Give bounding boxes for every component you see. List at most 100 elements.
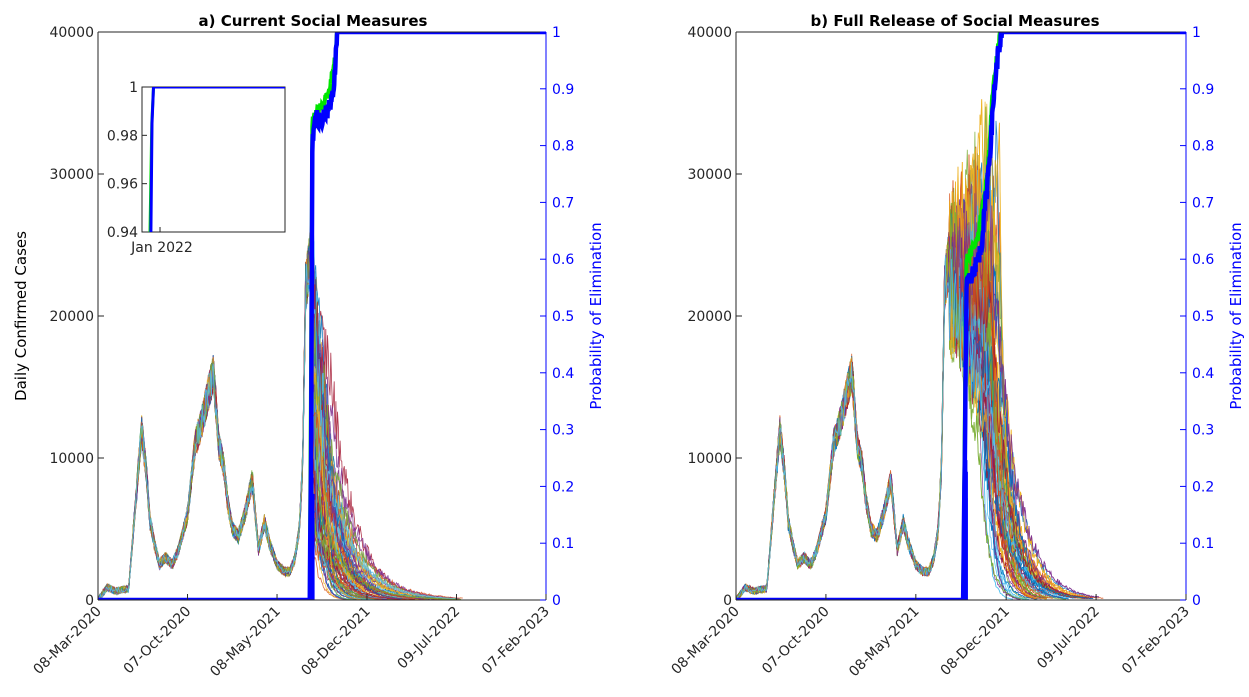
simulated-trajectory (98, 266, 457, 600)
y2-tick-label: 0.6 (552, 252, 574, 268)
y2-tick-label: 0.2 (552, 479, 574, 495)
plot-area (98, 32, 546, 600)
simulated-trajectory (98, 249, 459, 600)
simulated-trajectory (98, 243, 430, 600)
simulated-trajectory (98, 241, 426, 600)
inset-y-tick-label: 0.96 (107, 177, 138, 193)
simulated-trajectory (98, 232, 458, 600)
elimination-probability-line (98, 32, 546, 600)
inset-frame (141, 86, 286, 233)
y-tick-label: 10000 (49, 451, 94, 467)
simulated-trajectory (736, 169, 1058, 600)
simulated-trajectory (98, 230, 460, 600)
y2-tick-label: 0 (552, 593, 561, 609)
simulated-trajectory (98, 242, 457, 600)
y2-tick-label: 0.4 (552, 366, 574, 382)
simulated-trajectory (98, 255, 450, 600)
panel-a-title: a) Current Social Measures (199, 12, 428, 30)
y-tick-label: 30000 (687, 167, 732, 183)
simulated-trajectory (736, 237, 1104, 600)
x-tick-label: 08-Dec-2021 (298, 604, 373, 679)
inset-plot (148, 87, 285, 232)
simulated-trajectory (98, 273, 460, 600)
y2-tick-label: 0.9 (552, 82, 574, 98)
x-tick-label: 07-Oct-2020 (121, 604, 195, 678)
simulated-trajectory (98, 241, 458, 600)
simulated-trajectory (98, 215, 415, 600)
x-tick-label: 09-Jul-2022 (395, 604, 464, 673)
panel-b-traces (736, 32, 1186, 600)
simulated-trajectory (98, 253, 436, 600)
y2-tick-label: 0.1 (1192, 536, 1214, 552)
simulated-trajectory (98, 237, 448, 600)
simulated-trajectory (98, 241, 430, 600)
inset-x-tick-label: Jan 2022 (130, 240, 193, 256)
y2-tick-label: 0.3 (552, 423, 574, 439)
panel-a-current-social-measures: a) Current Social Measures Daily Confirm… (12, 12, 605, 680)
simulated-trajectory (98, 263, 425, 600)
y2-tick-label: 0.1 (552, 536, 574, 552)
x-tick-label: 08-Dec-2021 (938, 604, 1013, 679)
simulated-trajectory (98, 264, 456, 600)
simulated-trajectory (98, 246, 425, 600)
simulated-trajectory (98, 259, 431, 600)
simulated-trajectory (736, 230, 1090, 600)
inset-blue-line (149, 87, 285, 232)
y2-tick-label: 0.5 (552, 309, 574, 325)
x-tick-label: 08-May-2021 (207, 604, 284, 681)
y2-tick-label: 0.9 (1192, 82, 1214, 98)
y2-tick-label: 1 (1192, 25, 1201, 41)
x-tick-label: 09-Jul-2022 (1034, 604, 1103, 673)
y2-tick-label: 0.2 (1192, 479, 1214, 495)
panel-b-y2-axis-label: Probability of Elimination (1227, 222, 1245, 409)
y2-tick-label: 0.7 (552, 195, 574, 211)
simulated-trajectory (736, 234, 1094, 600)
y2-tick-label: 0.5 (1192, 309, 1214, 325)
simulated-trajectory (98, 251, 410, 600)
x-tick-label: 07-Feb-2023 (1119, 604, 1193, 678)
simulated-trajectory (736, 238, 1077, 599)
panel-a-axes: 0 10000 20000 30000 40000 0 0.1 0.2 0.3 0.4 0.5 0.6… (31, 25, 575, 680)
panel-b-full-release: b) Full Release of Social Measures Proba… (669, 12, 1245, 680)
y-tick-label: 40000 (49, 25, 94, 41)
y-tick-label: 20000 (687, 309, 732, 325)
inset-y-tick-label: 1 (129, 80, 138, 96)
simulated-trajectory (98, 247, 456, 600)
y2-tick-label: 0.3 (1192, 423, 1214, 439)
x-tick-label: 08-Mar-2020 (669, 604, 743, 678)
inset-y-tick-label: 0.94 (107, 225, 138, 241)
simulated-trajectory (736, 241, 1094, 600)
y2-tick-label: 0.6 (1192, 252, 1214, 268)
panel-a-y-axis-label: Daily Confirmed Cases (12, 231, 30, 401)
panel-a-y2-axis-label: Probability of Elimination (587, 222, 605, 409)
simulated-trajectory (736, 169, 1058, 600)
simulated-trajectory (98, 230, 460, 600)
y-tick-label: 0 (85, 593, 94, 609)
y2-tick-label: 0.7 (1192, 195, 1214, 211)
simulated-trajectory (98, 222, 416, 600)
simulated-trajectory (736, 186, 1089, 600)
simulated-trajectory (736, 234, 1094, 600)
simulated-trajectory (736, 224, 1098, 600)
plot-area (736, 32, 1186, 600)
simulated-trajectory (736, 205, 1091, 600)
y2-tick-label: 0.4 (1192, 366, 1214, 382)
simulated-trajectory (98, 264, 456, 600)
inset-y-tick-label: 0.98 (107, 128, 138, 144)
y2-tick-label: 1 (552, 25, 561, 41)
y2-tick-label: 0.8 (552, 139, 574, 155)
x-tick-label: 08-May-2021 (846, 604, 923, 681)
simulated-trajectory (736, 238, 1077, 599)
simulated-trajectory (98, 248, 401, 600)
y-tick-label: 10000 (687, 451, 732, 467)
y-tick-label: 40000 (687, 25, 732, 41)
simulated-trajectory (98, 244, 404, 600)
y2-tick-label: 0.8 (1192, 139, 1214, 155)
simulated-trajectory (98, 238, 462, 600)
simulated-trajectory (736, 256, 1030, 600)
simulated-trajectory (98, 237, 430, 600)
y2-tick-label: 0 (1192, 593, 1201, 609)
y-tick-label: 20000 (49, 309, 94, 325)
x-tick-label: 07-Feb-2023 (479, 604, 553, 678)
